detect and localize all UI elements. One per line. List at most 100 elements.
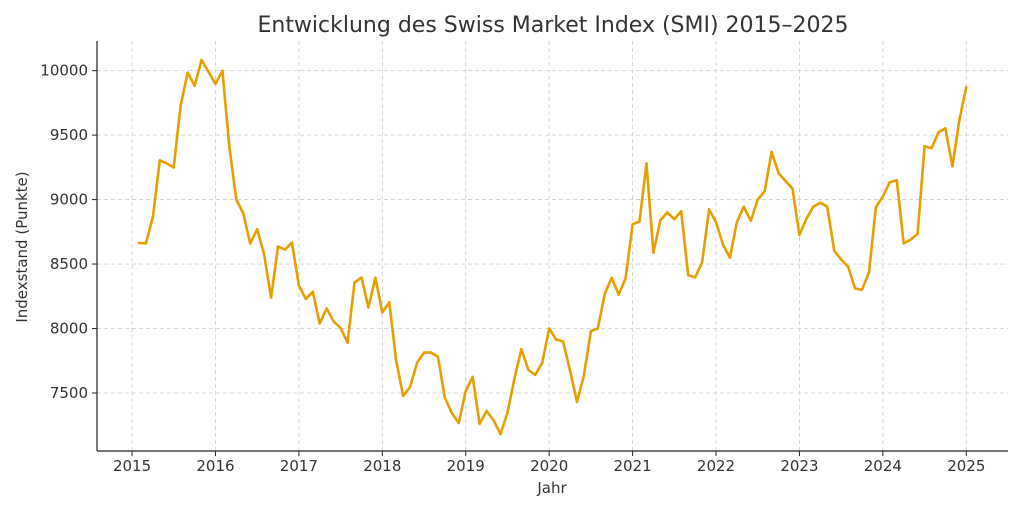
data-point: [276, 245, 280, 248]
data-point: [388, 301, 391, 304]
data-point: [881, 195, 885, 198]
y-axis-label: Indexstand (Punkte): [13, 171, 31, 322]
data-point: [770, 150, 773, 154]
data-point: [311, 290, 314, 293]
data-point: [673, 218, 676, 221]
data-point: [916, 232, 919, 235]
series-line: [138, 58, 968, 436]
data-point: [228, 145, 231, 149]
data-point: [687, 274, 690, 277]
x-tick-label: 2025: [947, 457, 985, 475]
data-point: [235, 198, 238, 201]
data-point: [499, 433, 502, 436]
data-point: [242, 212, 245, 215]
data-point: [256, 228, 259, 231]
grid: [97, 41, 1008, 451]
data-point: [436, 355, 440, 358]
data-point: [485, 409, 488, 413]
data-point: [930, 147, 933, 150]
data-point: [339, 326, 342, 330]
data-point: [249, 242, 252, 245]
data-point: [534, 373, 537, 377]
data-point: [443, 396, 447, 399]
data-point: [589, 329, 593, 333]
data-point: [902, 242, 905, 245]
data-point: [631, 223, 634, 226]
data-point: [381, 311, 384, 314]
data-point: [158, 159, 161, 162]
data-point: [360, 276, 363, 279]
data-point: [791, 187, 794, 190]
data-point: [666, 211, 669, 214]
data-point: [471, 375, 474, 379]
data-point: [645, 162, 648, 165]
data-point: [492, 418, 495, 422]
x-tick-label: 2019: [447, 457, 485, 475]
data-point: [659, 219, 662, 222]
data-point: [617, 293, 620, 296]
data-point: [186, 71, 189, 74]
data-point: [214, 82, 217, 86]
data-point: [457, 421, 460, 425]
data-point: [638, 220, 641, 223]
data-point: [464, 389, 467, 393]
data-point: [839, 258, 843, 261]
data-point: [923, 145, 926, 148]
data-point: [742, 205, 745, 208]
data-point: [561, 340, 565, 343]
data-point: [221, 69, 224, 72]
data-point: [297, 284, 301, 287]
data-point: [513, 377, 516, 380]
data-point: [367, 306, 370, 309]
data-point: [151, 215, 155, 219]
data-point: [193, 84, 196, 88]
data-point: [402, 394, 405, 398]
data-point: [207, 70, 210, 74]
data-point: [680, 210, 683, 213]
data-point: [610, 276, 613, 279]
data-point: [735, 220, 739, 224]
data-point: [568, 369, 572, 372]
data-point: [548, 327, 551, 330]
data-point: [707, 208, 711, 211]
data-point: [415, 361, 419, 364]
data-point: [262, 253, 266, 256]
x-tick-label: 2020: [530, 457, 568, 475]
data-point: [596, 327, 599, 330]
data-point: [895, 179, 898, 182]
data-point: [353, 281, 356, 284]
data-point: [450, 411, 453, 415]
data-point: [965, 85, 968, 89]
x-tick-label: 2018: [363, 457, 401, 475]
data-point: [172, 166, 175, 169]
data-point: [527, 368, 530, 371]
data-point: [582, 374, 586, 377]
y-tick-label: 7500: [50, 384, 88, 402]
data-point: [888, 181, 891, 184]
data-point: [714, 220, 718, 224]
data-point: [165, 162, 168, 165]
data-point: [603, 292, 606, 295]
data-point: [395, 359, 398, 362]
data-point: [909, 238, 912, 241]
y-tick-label: 8000: [50, 320, 88, 338]
data-point: [179, 103, 182, 107]
x-tick-label: 2017: [280, 457, 318, 475]
y-tick-label: 9500: [50, 126, 88, 144]
data-point: [422, 351, 426, 354]
data-point: [694, 276, 697, 279]
data-point: [290, 241, 294, 244]
data-point: [853, 287, 857, 290]
x-tick-label: 2015: [113, 457, 151, 475]
data-point: [624, 277, 627, 280]
data-point: [937, 131, 940, 134]
data-point: [408, 385, 412, 389]
data-point: [325, 307, 328, 310]
data-point: [506, 411, 509, 415]
data-point: [728, 256, 732, 259]
data-point: [958, 119, 961, 122]
data-point: [833, 249, 836, 252]
data-point: [520, 347, 523, 351]
data-point: [798, 233, 801, 237]
